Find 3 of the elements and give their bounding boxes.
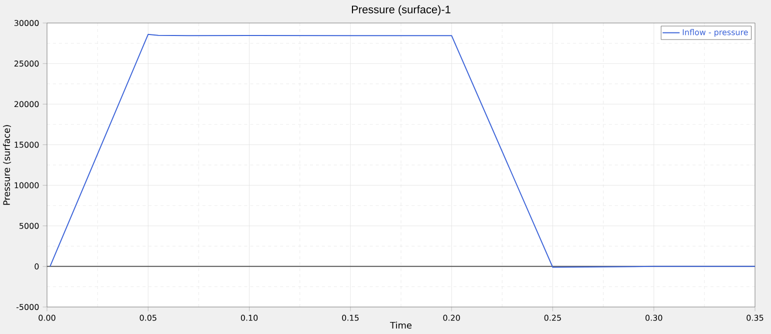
chart-title: Pressure (surface)-1 [352,5,450,16]
x-axis-title: Time [390,322,412,329]
y-axis-title: Pressure (surface) [3,125,12,205]
